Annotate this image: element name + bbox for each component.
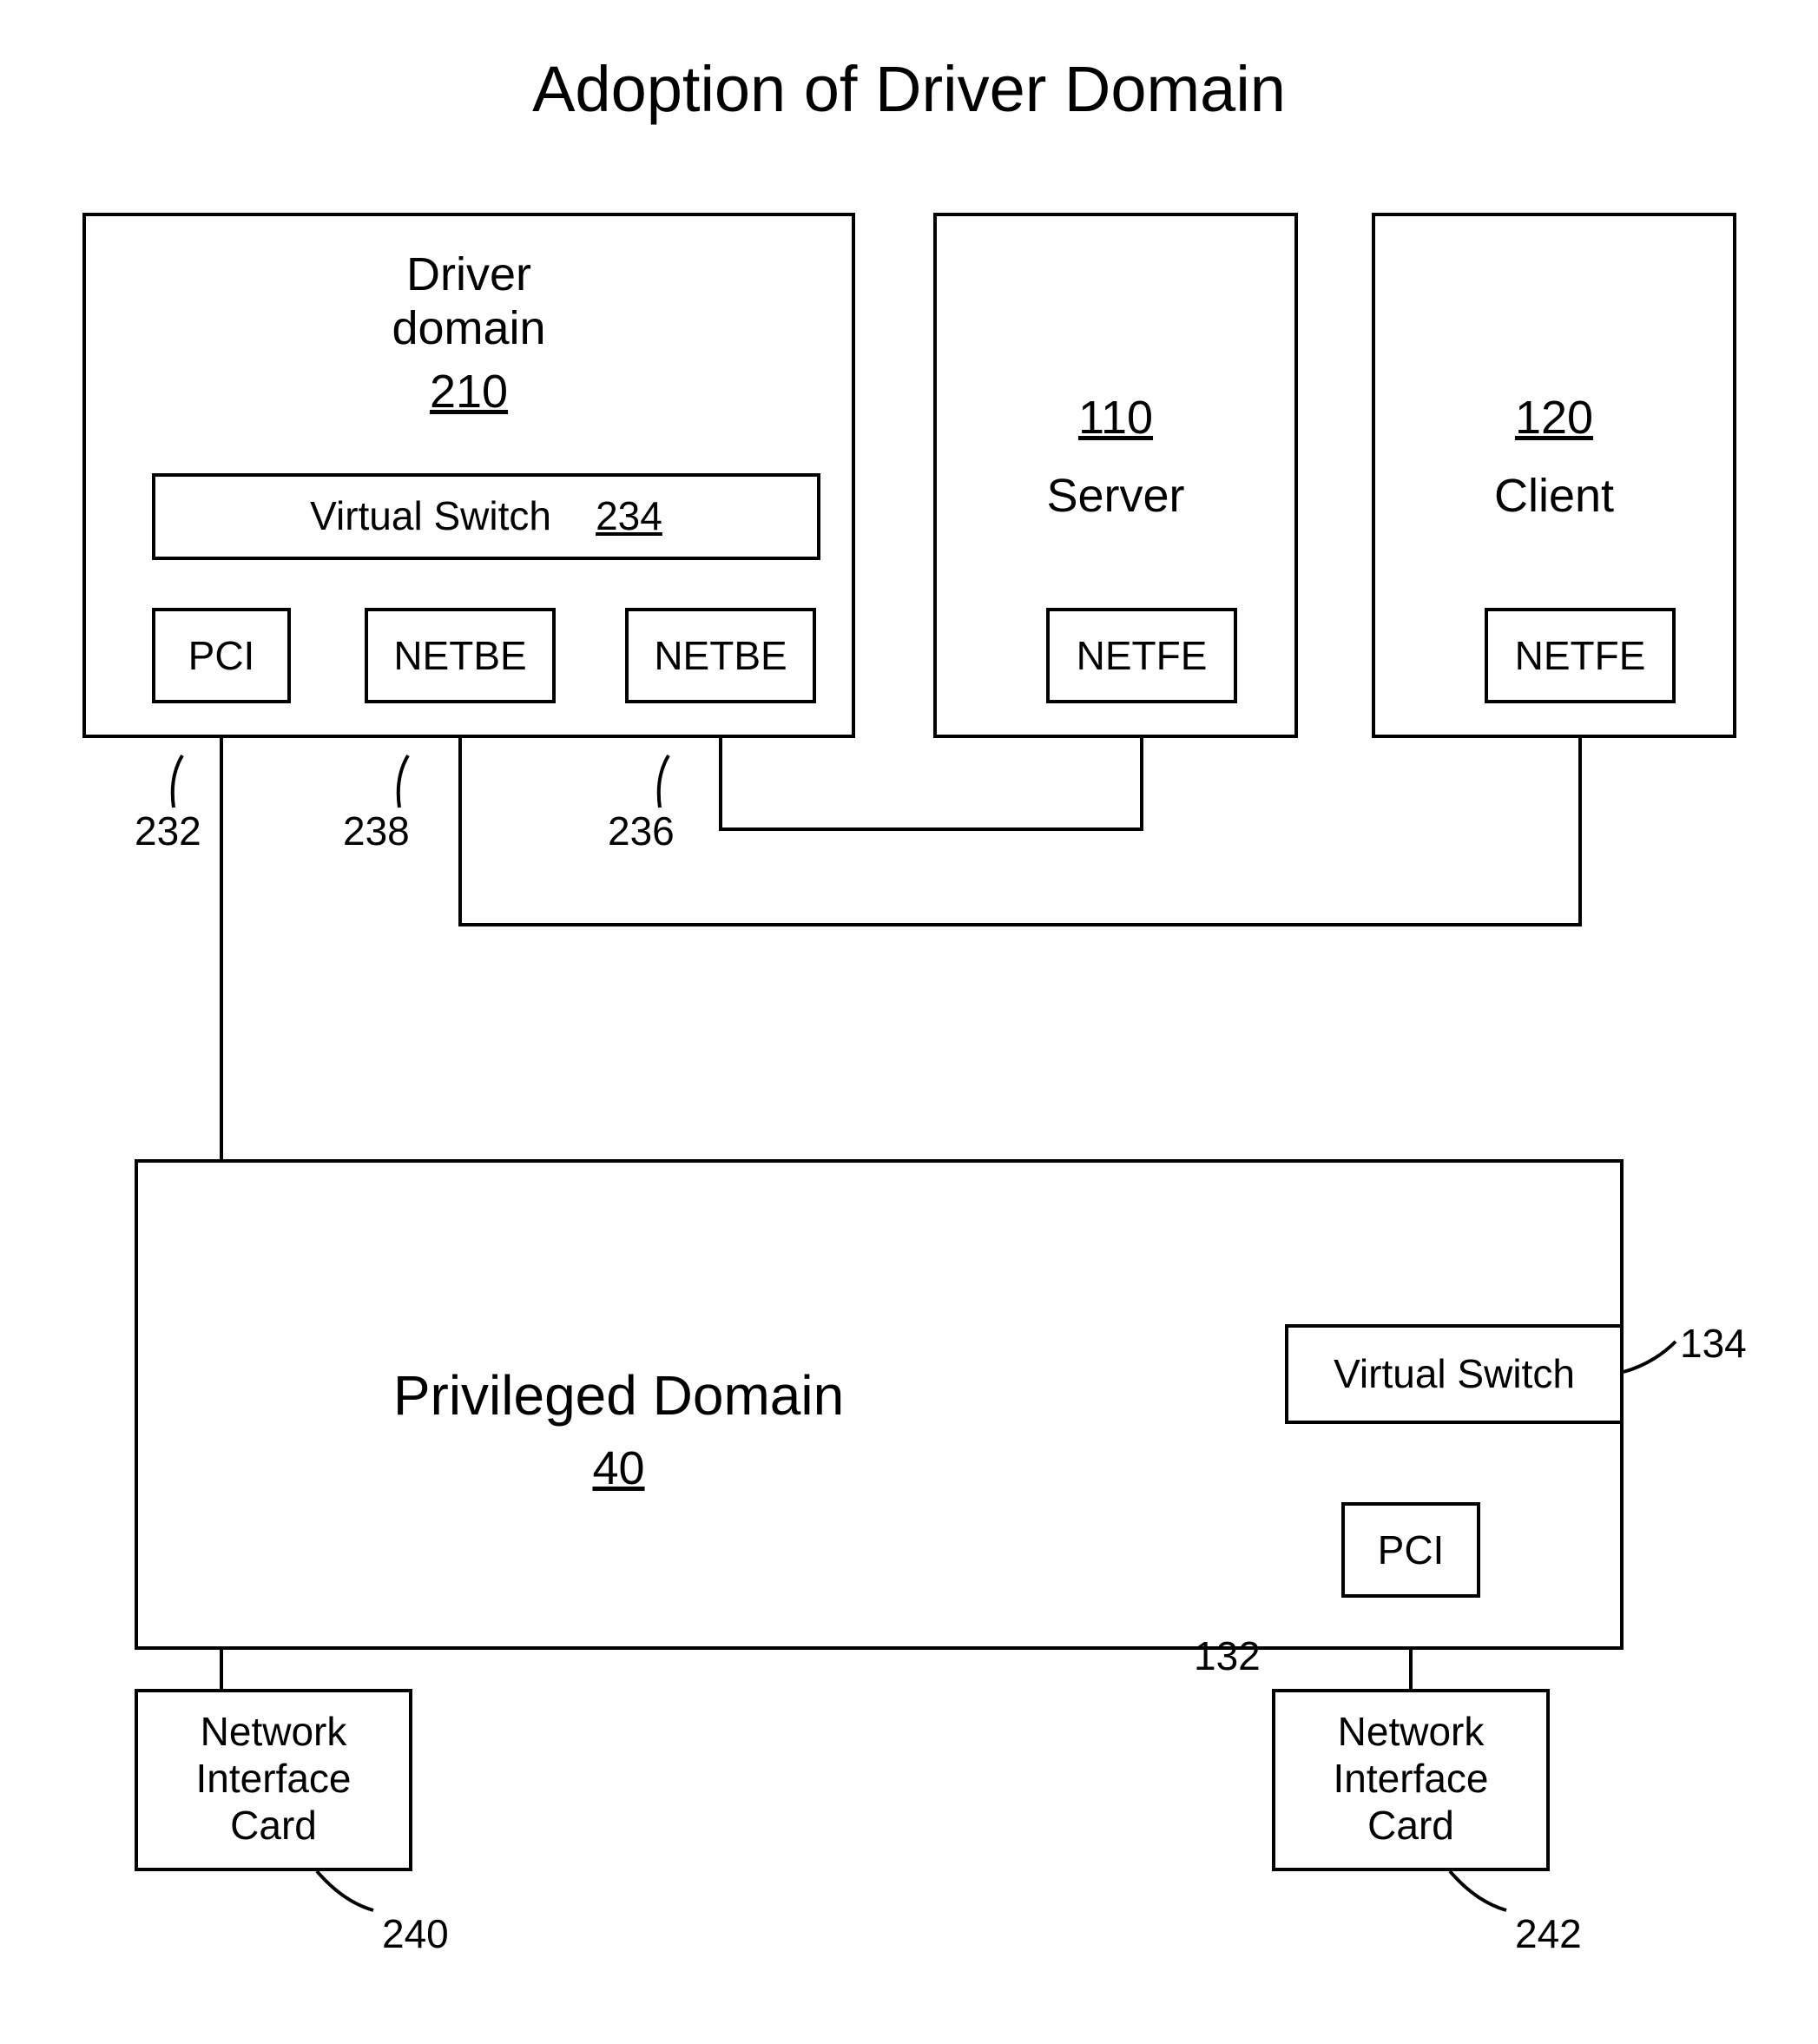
- netbe2-ref: 236: [608, 808, 675, 854]
- driver-domain-label: Driver domain: [82, 247, 855, 355]
- virtual-switch-top-ref: 234: [596, 493, 662, 538]
- leader-line: [173, 755, 182, 808]
- leader-line: [1450, 1871, 1506, 1910]
- client-ref: 120: [1372, 391, 1736, 445]
- server-label: Server: [933, 469, 1298, 523]
- netbe1-label: NETBE: [365, 632, 556, 679]
- virtual-switch-priv-ref: 134: [1680, 1320, 1747, 1367]
- pci-priv-ref: 132: [1194, 1632, 1261, 1679]
- priv-domain-ref: 40: [0, 1441, 1363, 1495]
- diagram-title: Adoption of Driver Domain: [0, 52, 1818, 126]
- driver-domain-ref: 210: [82, 365, 855, 419]
- pci-priv-label: PCI: [1341, 1526, 1480, 1573]
- virtual-switch-top-label: Virtual Switch: [310, 493, 551, 538]
- netbe2-label: NETBE: [625, 632, 816, 679]
- nic-right-ref: 242: [1515, 1910, 1582, 1957]
- nic-right-label: Network Interface Card: [1272, 1708, 1550, 1849]
- leader-line: [1624, 1342, 1676, 1372]
- nic-left-label: Network Interface Card: [135, 1708, 412, 1849]
- netbe1-ref: 238: [343, 808, 410, 854]
- pci-top-ref: 232: [135, 808, 201, 854]
- leader-line: [317, 1871, 373, 1910]
- nic-left-ref: 240: [382, 1910, 449, 1957]
- leader-line: [399, 755, 408, 808]
- priv-domain-label: Privileged Domain: [0, 1363, 1363, 1428]
- server-ref: 110: [933, 391, 1298, 445]
- virtual-switch-priv-label: Virtual Switch: [1285, 1350, 1624, 1397]
- leader-line: [659, 755, 669, 808]
- netfe-server-label: NETFE: [1046, 632, 1237, 679]
- netfe-client-label: NETFE: [1485, 632, 1676, 679]
- pci-top-label: PCI: [152, 632, 291, 679]
- client-label: Client: [1372, 469, 1736, 523]
- virtual-switch-top-label-wrap: Virtual Switch 234: [152, 492, 820, 539]
